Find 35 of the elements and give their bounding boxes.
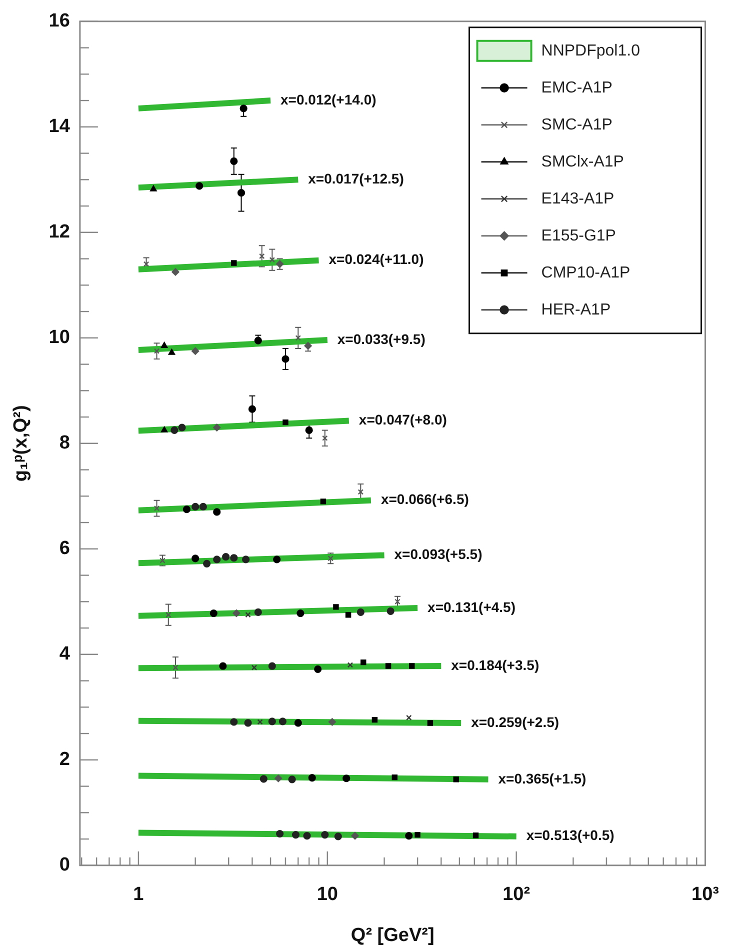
y-tick-label: 14: [48, 116, 70, 138]
x-tick-label: 10: [316, 884, 338, 906]
y-axis-title: g₁ᵖ(x,Q²): [10, 405, 32, 482]
annotation: x=0.047(+8.0): [358, 412, 447, 428]
annotation: x=0.365(+1.5): [498, 770, 586, 786]
y-tick-label: 10: [48, 327, 70, 348]
annotation: x=0.012(+14.0): [280, 91, 376, 108]
annotation: x=0.017(+12.5): [308, 170, 404, 187]
legend-label: SMClx-A1P: [541, 153, 624, 170]
y-tick-label: 12: [48, 222, 70, 243]
x-tick-label: 1: [133, 884, 144, 906]
annotation: x=0.184(+3.5): [451, 656, 540, 673]
annotation: x=0.131(+4.5): [428, 598, 516, 615]
legend-label: CMP10-A1P: [541, 264, 630, 282]
y-tick-label: 8: [59, 432, 70, 454]
annotation: x=0.024(+11.0): [328, 251, 424, 268]
legend-label: EMC-A1P: [541, 79, 612, 96]
annotation: x=0.033(+9.5): [337, 330, 426, 347]
legend-label: NNPDFpol1.0: [541, 42, 640, 60]
x-axis-title: Q² [GeV²]: [350, 924, 434, 946]
legend-label: E155-G1P: [541, 227, 616, 244]
legend-label: E143-A1P: [541, 190, 614, 208]
y-tick-label: 16: [48, 10, 70, 32]
x-tick-label: 10²: [502, 884, 530, 906]
legend-label: HER-A1P: [541, 301, 611, 318]
annotation: x=0.093(+5.5): [394, 546, 482, 562]
x-tick-label: 10³: [692, 884, 720, 906]
legend-label: SMC-A1P: [541, 116, 612, 134]
y-tick-label: 0: [59, 854, 70, 876]
annotation: x=0.066(+6.5): [380, 491, 469, 508]
y-tick-label: 6: [59, 538, 70, 560]
annotation: x=0.259(+2.5): [471, 714, 560, 730]
y-tick-label: 4: [59, 644, 70, 665]
annotation: x=0.513(+0.5): [526, 827, 614, 844]
y-tick-label: 2: [59, 749, 70, 770]
